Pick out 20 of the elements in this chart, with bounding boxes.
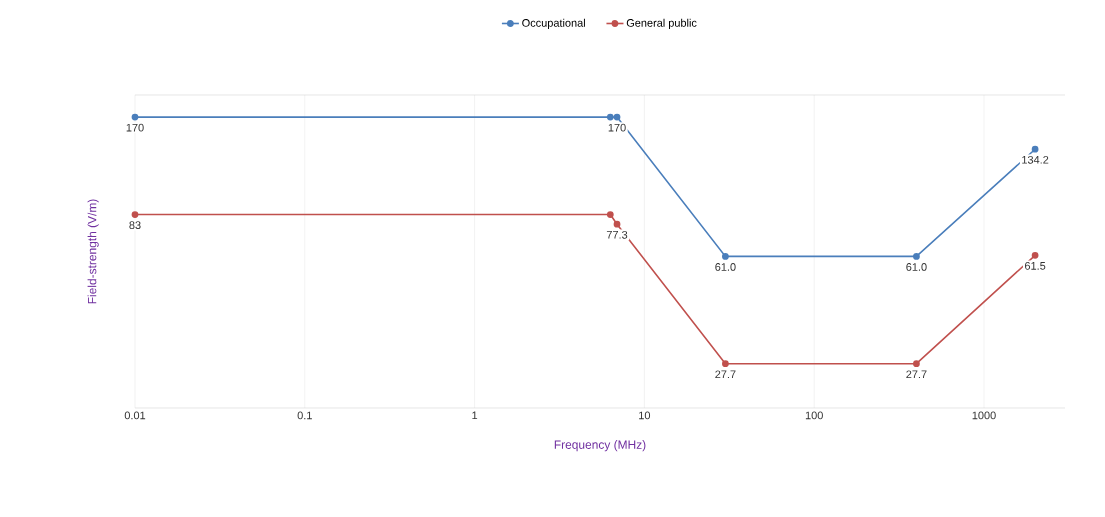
- data-label: 170: [126, 123, 144, 132]
- x-axis-title: Frequency (MHz): [554, 440, 646, 452]
- data-label: 61.5: [1025, 262, 1046, 270]
- legend-label: Occupational: [522, 18, 585, 29]
- x-tick-label: 1: [472, 411, 478, 420]
- data-label: 27.7: [906, 370, 927, 379]
- data-label: 61.0: [906, 263, 927, 271]
- x-tick-label: 1000: [972, 411, 996, 420]
- x-tick-label: 0.01: [124, 411, 146, 420]
- x-tick-label: 10: [639, 411, 651, 420]
- x-tick-label: 0.1: [297, 411, 312, 420]
- data-label: 61.0: [715, 263, 736, 271]
- data-label: 83: [129, 221, 141, 229]
- data-label: 27.7: [715, 370, 736, 379]
- data-label: 77.3: [606, 230, 628, 239]
- legend-label: General public: [626, 18, 697, 29]
- x-tick-label: 100: [805, 411, 823, 420]
- y-axis-title: Field-strength (V/m): [87, 199, 99, 304]
- data-label: 134.2: [1022, 155, 1049, 164]
- data-label: 170: [608, 123, 626, 132]
